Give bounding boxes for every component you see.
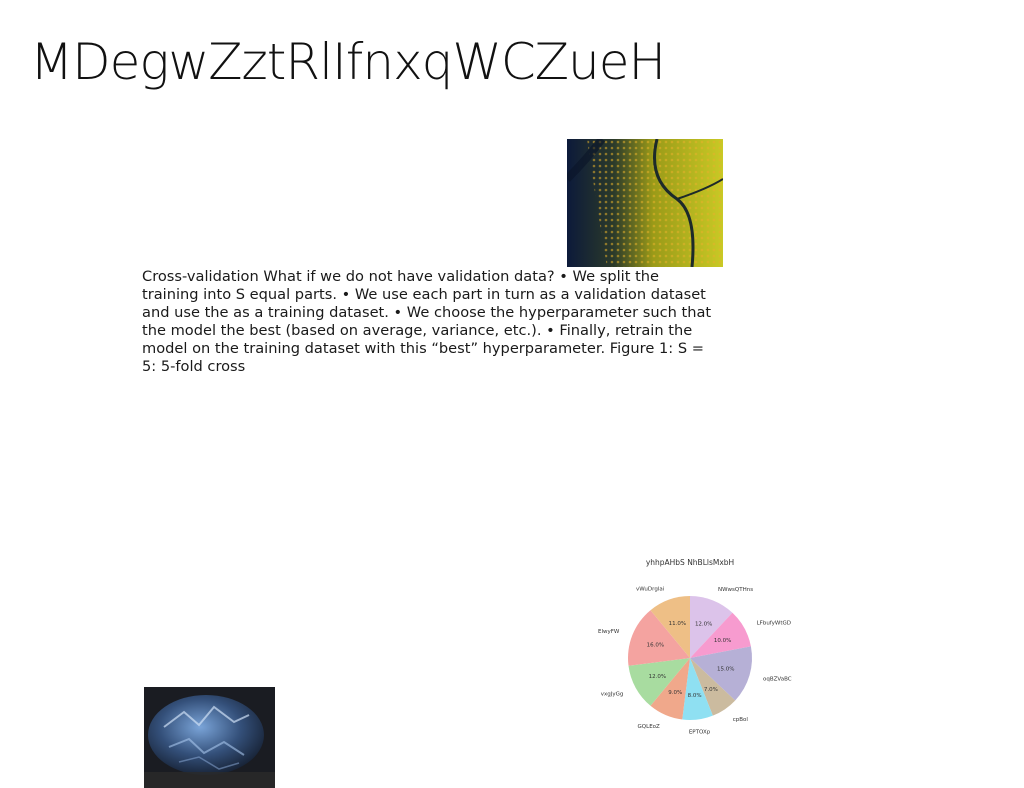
pie-slice-nwwsqthns [690, 596, 733, 658]
pie-slice-cpbol [690, 658, 736, 716]
pie-category-label-lfbufywtgd: LFbufyWtGD [757, 620, 791, 626]
pie-pct-label-lfbufywtgd: 10.0% [714, 638, 731, 644]
pie-category-label-oqbzvabc: oqBZVaBC [763, 677, 792, 683]
pie-category-label-cpbol: cpBol [733, 717, 749, 723]
pie-pct-label-nwwsqthns: 12.0% [695, 621, 712, 627]
pie-category-label-vwudrglai: vWuDrglai [636, 586, 665, 592]
pie-pct-label-vxgjygg: 12.0% [649, 674, 666, 680]
pie-pct-label-gqleoz: 9.0% [668, 690, 682, 696]
pie-pct-label-cpbol: 7.0% [704, 687, 718, 693]
pie-category-label-elwyfw: ElwyFW [598, 629, 620, 635]
pie-slice-vxgjygg [628, 658, 690, 706]
pie-slice-elwyfw [628, 610, 690, 666]
pie-slice-vwudrglai [650, 596, 690, 658]
slide-body-text: Cross-validation What if we do not have … [142, 268, 712, 375]
pie-pct-label-eptoxp: 8.0% [688, 693, 702, 699]
slide-title: MDegwZztRlIfnxqWCZueH [30, 33, 666, 91]
pie-category-label-gqleoz: GQLEoZ [638, 724, 660, 730]
pie-slice-eptoxp [682, 658, 713, 720]
blue-rock-texture-image [144, 687, 275, 788]
pie-category-label-nwwsqthns: NWwsQTHns [718, 587, 753, 593]
pie-chart: yhhpAHbS NhBLlsMxbH 12.0% NWwsQTHns 10.0% L… [590, 552, 800, 757]
pie-pct-label-oqbzvabc: 15.0% [717, 666, 734, 672]
pie-pct-label-vwudrglai: 11.0% [669, 621, 686, 627]
pie-slice-gqleoz [650, 658, 690, 720]
pie-slice-oqbzvabc [690, 646, 752, 701]
pie-pct-label-elwyfw: 16.0% [647, 642, 664, 648]
pie-slice-lfbufywtgd [690, 612, 751, 658]
chart-title: yhhpAHbS NhBLlsMxbH [646, 558, 734, 567]
pie-category-label-eptoxp: EPTOXp [689, 729, 711, 735]
pie-category-label-vxgjygg: vxgJyGg [601, 692, 624, 698]
aerial-yellow-field-image [567, 139, 723, 267]
